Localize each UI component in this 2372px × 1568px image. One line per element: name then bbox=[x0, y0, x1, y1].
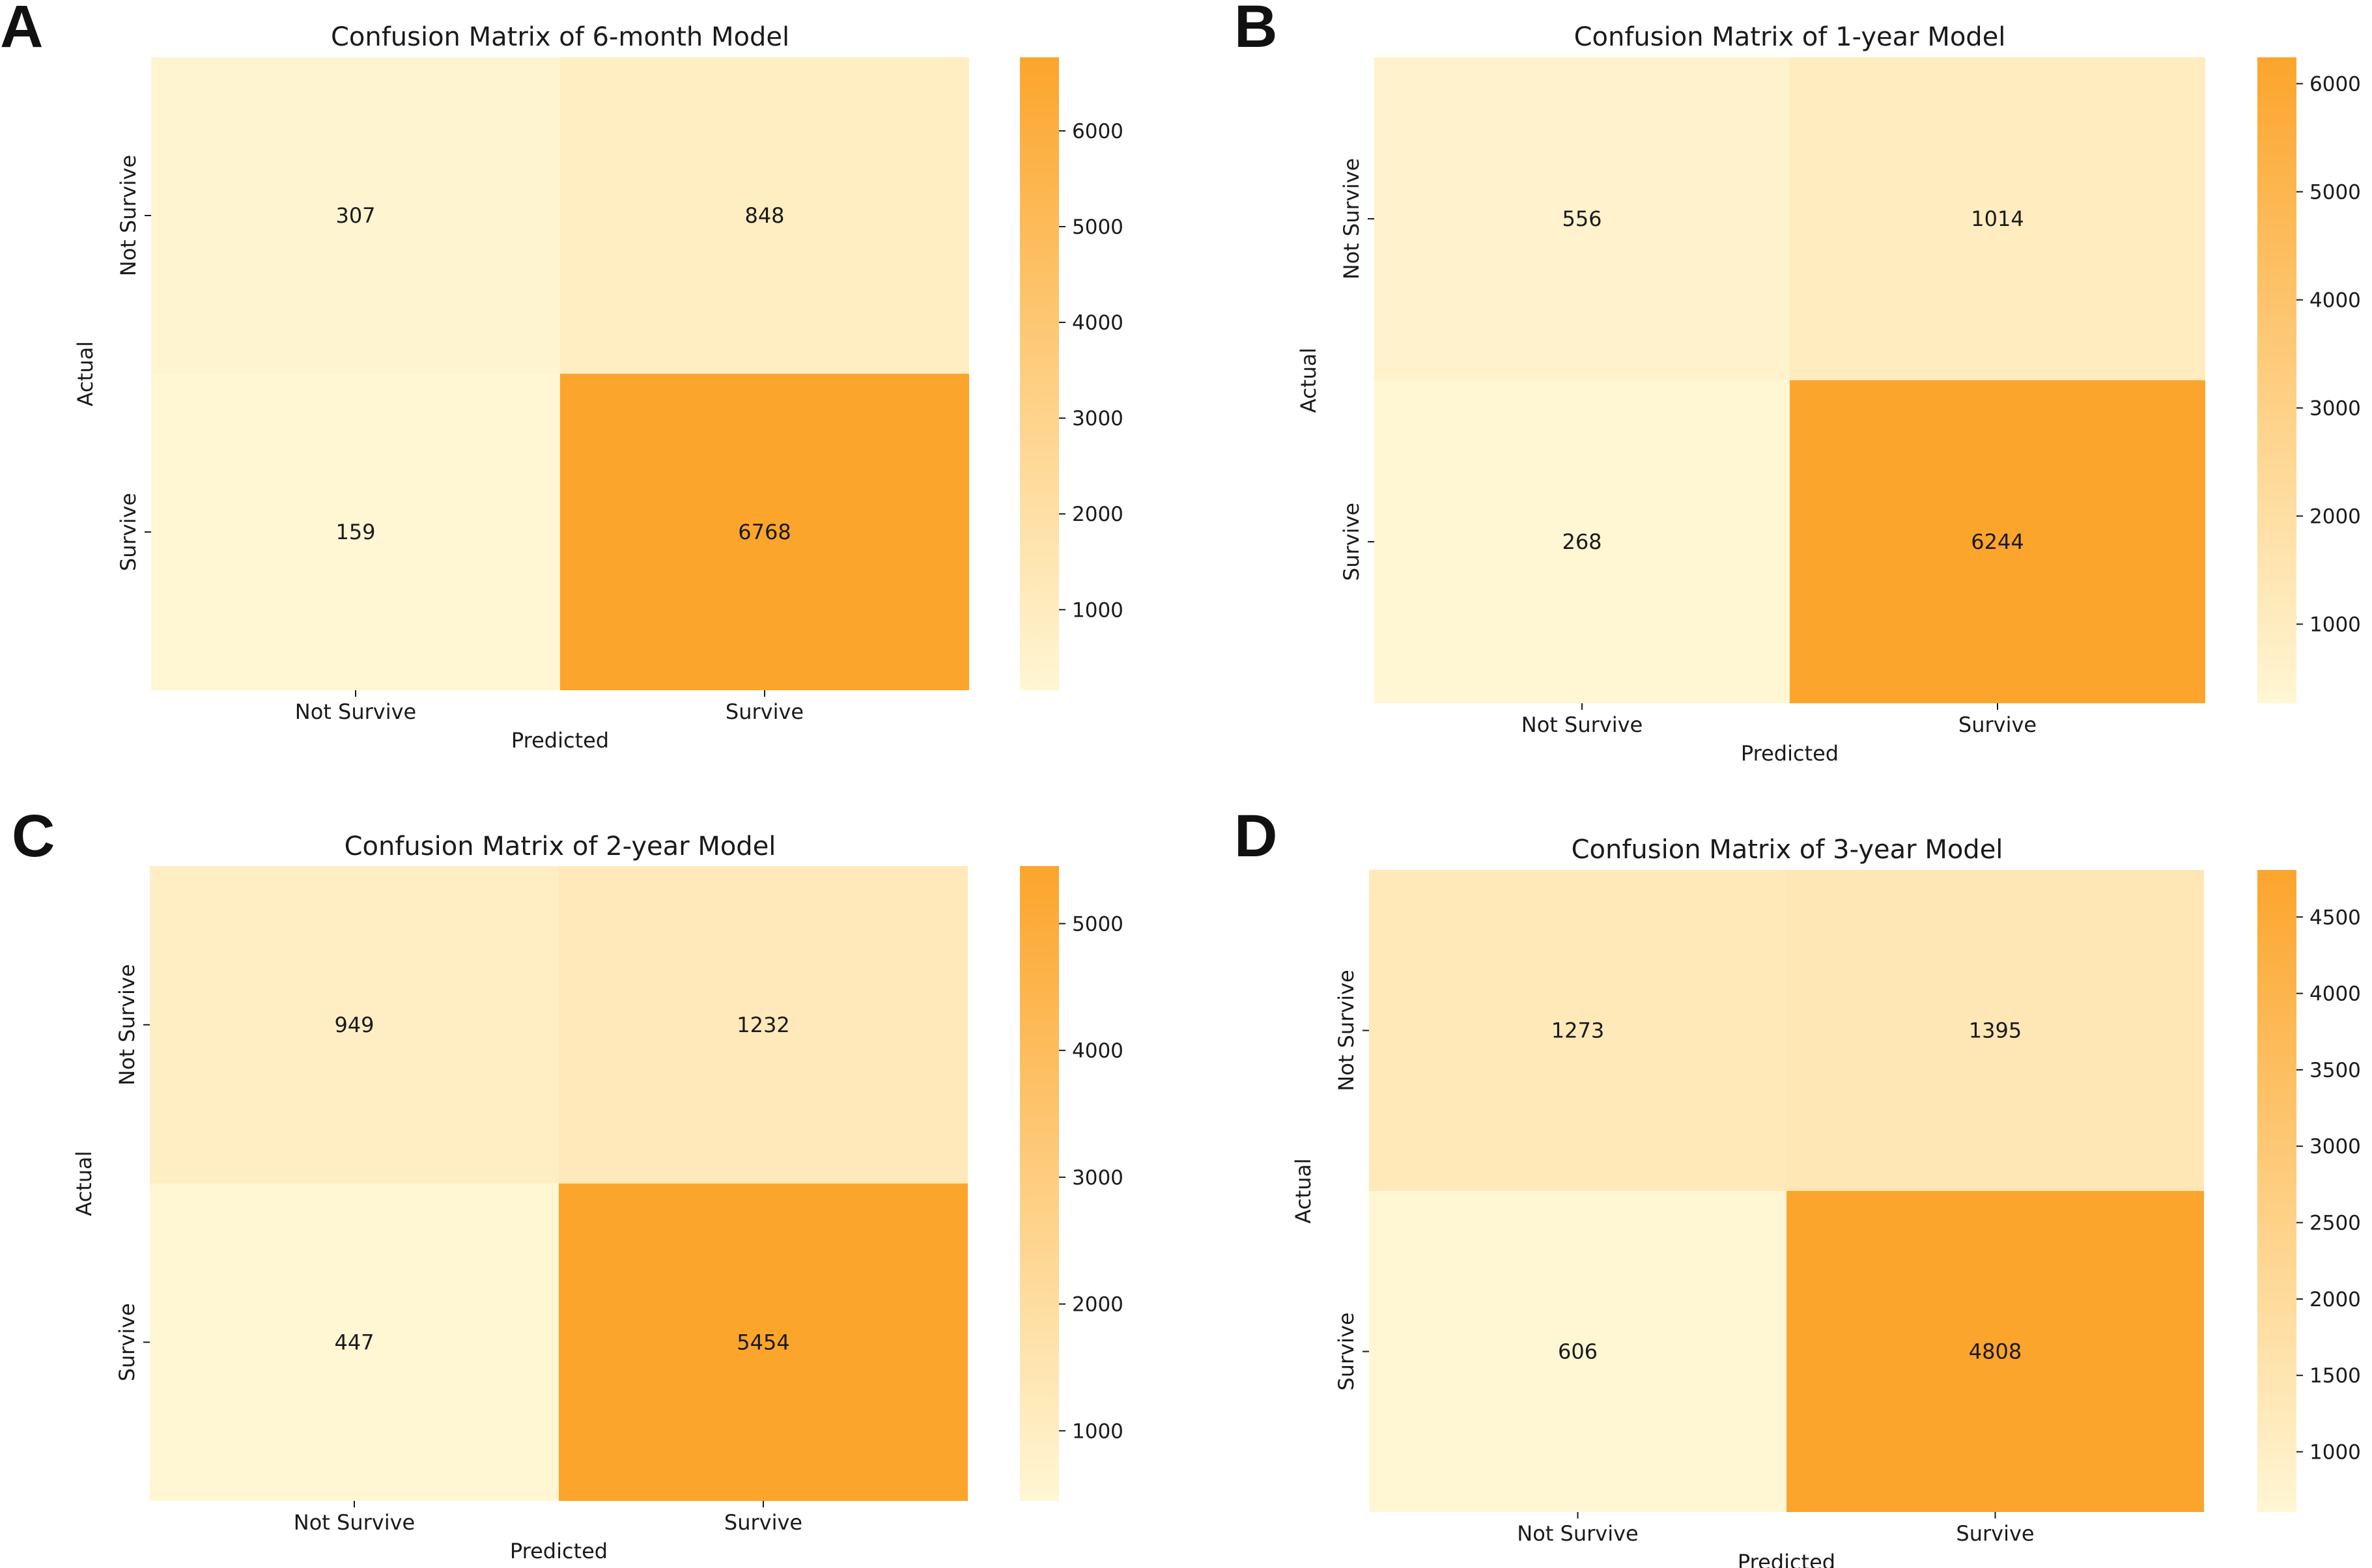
heatmap-cell bbox=[560, 374, 969, 690]
x-tick-label: Survive bbox=[726, 699, 804, 724]
cell-value-label: 1014 bbox=[1971, 206, 2024, 231]
x-axis-label: Predicted bbox=[1738, 1550, 1835, 1568]
y-tick-label: Not Survive bbox=[115, 964, 139, 1085]
colorbar-tick-label: 4000 bbox=[1072, 1039, 1123, 1063]
heatmap-cell bbox=[1790, 380, 2205, 703]
x-tick-label: Not Survive bbox=[295, 699, 416, 724]
colorbar-tick-label: 2000 bbox=[2309, 1288, 2361, 1311]
cell-value-label: 606 bbox=[1558, 1339, 1598, 1364]
y-tick-label: Not Survive bbox=[1339, 158, 1364, 279]
colorbar bbox=[1020, 57, 1059, 690]
x-tick-label: Not Survive bbox=[294, 1510, 415, 1535]
colorbar-tick-label: 3000 bbox=[1072, 407, 1123, 430]
colorbar-tick-label: 4000 bbox=[1072, 311, 1123, 335]
y-tick-label: Survive bbox=[1334, 1312, 1359, 1390]
cell-value-label: 6768 bbox=[738, 520, 791, 544]
cell-value-label: 6244 bbox=[1971, 529, 2024, 554]
x-axis-label: Predicted bbox=[511, 728, 609, 753]
x-axis-label: Predicted bbox=[1741, 741, 1839, 766]
cell-value-label: 848 bbox=[744, 203, 784, 228]
x-axis-label: Predicted bbox=[510, 1539, 608, 1563]
colorbar-tick-label: 5000 bbox=[1072, 216, 1123, 239]
heatmap-cell bbox=[1369, 870, 1786, 1191]
heatmap-cell bbox=[151, 57, 560, 374]
panel-letter: C bbox=[12, 803, 55, 869]
cell-value-label: 4808 bbox=[1969, 1339, 2022, 1364]
colorbar-tick-label: 4500 bbox=[2309, 906, 2361, 929]
heatmap-cell bbox=[1369, 1191, 1786, 1512]
colorbar-tick-label: 5000 bbox=[2309, 181, 2361, 204]
heatmap-cell bbox=[1790, 57, 2205, 380]
cell-value-label: 1232 bbox=[737, 1013, 789, 1037]
x-tick-label: Survive bbox=[1958, 712, 2037, 737]
cell-value-label: 949 bbox=[334, 1013, 374, 1037]
colorbar-tick-label: 6000 bbox=[2309, 73, 2361, 96]
colorbar-tick-label: 2000 bbox=[1072, 1293, 1123, 1317]
colorbar bbox=[2257, 870, 2296, 1512]
colorbar-tick-label: 3500 bbox=[2309, 1059, 2361, 1082]
x-tick-label: Not Survive bbox=[1517, 1521, 1638, 1546]
colorbar-tick-label: 3000 bbox=[2309, 397, 2361, 420]
y-tick-label: Survive bbox=[115, 1303, 139, 1381]
colorbar-tick-label: 3000 bbox=[1072, 1166, 1123, 1190]
y-axis-label: Actual bbox=[1291, 1158, 1316, 1224]
panel-letter: D bbox=[1234, 803, 1277, 869]
heatmap-cell bbox=[1374, 380, 1790, 703]
x-tick-label: Survive bbox=[724, 1510, 802, 1535]
heatmap-cell bbox=[1374, 57, 1790, 380]
y-axis-label: Actual bbox=[73, 341, 98, 406]
cell-value-label: 447 bbox=[334, 1330, 374, 1354]
chart-title: Confusion Matrix of 1-year Model bbox=[1574, 22, 2006, 52]
y-tick-label: Survive bbox=[1339, 503, 1364, 581]
y-axis-label: Actual bbox=[1296, 348, 1321, 413]
cell-value-label: 1273 bbox=[1551, 1018, 1604, 1043]
colorbar-tick-label: 6000 bbox=[1072, 120, 1123, 143]
chart-title: Confusion Matrix of 3-year Model bbox=[1572, 835, 2003, 865]
colorbar-tick-label: 5000 bbox=[1072, 912, 1123, 936]
colorbar-tick-label: 2500 bbox=[2309, 1212, 2361, 1235]
y-tick-label: Not Survive bbox=[1334, 970, 1359, 1091]
cell-value-label: 1395 bbox=[1969, 1018, 2022, 1043]
panel-b: B Confusion Matrix of 1-year Model 556 1014… bbox=[1234, 0, 2361, 766]
heatmap-cell bbox=[150, 866, 559, 1184]
colorbar-tick-label: 4000 bbox=[2309, 288, 2361, 312]
colorbar bbox=[1020, 866, 1059, 1501]
y-axis-label: Actual bbox=[72, 1151, 96, 1216]
cell-value-label: 268 bbox=[1562, 529, 1602, 554]
colorbar-tick-label: 1000 bbox=[1072, 598, 1123, 622]
panel-letter: A bbox=[0, 0, 43, 60]
colorbar-tick-label: 3000 bbox=[2309, 1135, 2361, 1158]
chart-title: Confusion Matrix of 2-year Model bbox=[345, 832, 776, 861]
heatmap-cell bbox=[151, 374, 560, 690]
panel-d: D Confusion Matrix of 3-year Model 1273 139… bbox=[1234, 803, 2361, 1568]
heatmap-cell bbox=[1786, 870, 2204, 1191]
cell-value-label: 159 bbox=[335, 520, 375, 544]
cell-value-label: 556 bbox=[1562, 206, 1602, 231]
colorbar bbox=[2257, 57, 2296, 703]
cell-value-label: 5454 bbox=[737, 1330, 789, 1354]
heatmap-cell bbox=[559, 866, 968, 1184]
panel-c: C Confusion Matrix of 2-year Model 949 1232… bbox=[12, 803, 1123, 1563]
heatmap-cell bbox=[1786, 1191, 2204, 1512]
x-tick-label: Survive bbox=[1956, 1521, 2034, 1546]
colorbar-tick-label: 1000 bbox=[1072, 1420, 1123, 1443]
colorbar-tick-label: 1000 bbox=[2309, 1441, 2361, 1464]
heatmap-cell bbox=[559, 1183, 968, 1501]
colorbar-tick-label: 2000 bbox=[1072, 503, 1123, 526]
colorbar-tick-label: 1500 bbox=[2309, 1364, 2361, 1388]
panel-a: A Confusion Matrix of 6-month Model 307 848… bbox=[0, 0, 1123, 753]
panel-letter: B bbox=[1234, 0, 1277, 60]
y-tick-label: Survive bbox=[116, 493, 141, 571]
chart-title: Confusion Matrix of 6-month Model bbox=[331, 22, 789, 52]
colorbar-tick-label: 2000 bbox=[2309, 505, 2361, 528]
colorbar-tick-label: 4000 bbox=[2309, 983, 2361, 1006]
colorbar-tick-label: 1000 bbox=[2309, 613, 2361, 636]
y-tick-label: Not Survive bbox=[116, 155, 141, 276]
cell-value-label: 307 bbox=[335, 203, 375, 228]
heatmap-cell bbox=[150, 1183, 559, 1501]
heatmap-cell bbox=[560, 57, 969, 374]
x-tick-label: Not Survive bbox=[1521, 712, 1643, 737]
